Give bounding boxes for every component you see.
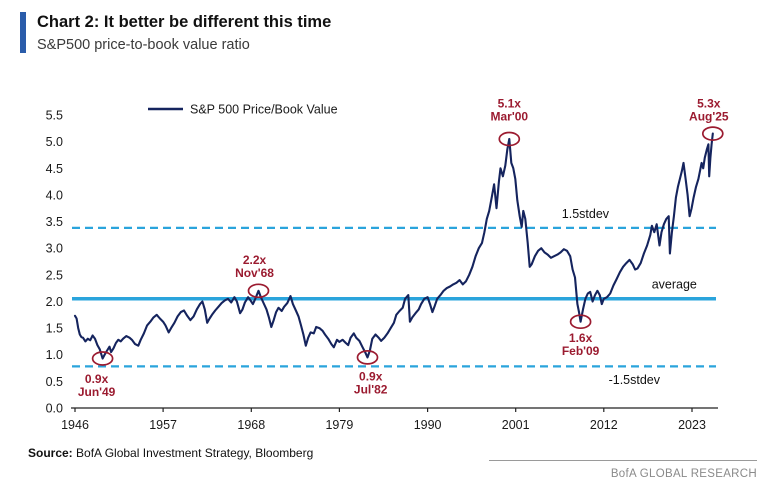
svg-text:Jun'49: Jun'49 <box>78 385 116 399</box>
svg-text:Nov'68: Nov'68 <box>235 266 274 280</box>
svg-text:4.5: 4.5 <box>46 162 63 176</box>
svg-text:1.0: 1.0 <box>46 348 63 362</box>
title-accent-bar <box>20 12 26 54</box>
brand-text: BofA GLOBAL RESEARCH <box>610 468 757 480</box>
svg-text:Aug'25: Aug'25 <box>689 110 729 124</box>
svg-text:5.0: 5.0 <box>46 135 63 149</box>
source-text: BofA Global Investment Strategy, Bloombe… <box>72 446 314 460</box>
svg-text:2.2x: 2.2x <box>243 253 267 267</box>
brand-footer: BofA GLOBAL RESEARCH <box>489 460 757 480</box>
svg-text:1946: 1946 <box>61 418 89 432</box>
svg-text:Feb'09: Feb'09 <box>562 344 600 358</box>
svg-text:1.5stdev: 1.5stdev <box>562 207 610 221</box>
svg-text:5.3x: 5.3x <box>697 97 721 111</box>
svg-text:average: average <box>652 278 697 292</box>
svg-text:3.0: 3.0 <box>46 242 63 256</box>
svg-text:1.5: 1.5 <box>46 322 63 336</box>
source-line: Source: BofA Global Investment Strategy,… <box>28 446 313 460</box>
svg-text:1968: 1968 <box>237 418 265 432</box>
svg-text:-1.5stdev: -1.5stdev <box>609 373 661 387</box>
svg-text:1979: 1979 <box>325 418 353 432</box>
svg-text:5.1x: 5.1x <box>498 97 522 111</box>
chart-header: Chart 2: It better be different this tim… <box>20 12 331 54</box>
svg-text:2023: 2023 <box>678 418 706 432</box>
svg-text:0.9x: 0.9x <box>85 372 109 386</box>
svg-text:4.0: 4.0 <box>46 188 63 202</box>
price-to-book-chart: 1.5stdev average -1.5stdev 1946 1957 1968 1979… <box>46 97 729 432</box>
svg-text:0.5: 0.5 <box>46 375 63 389</box>
svg-text:S&P 500 Price/Book Value: S&P 500 Price/Book Value <box>190 103 338 117</box>
svg-text:5.5: 5.5 <box>46 109 63 123</box>
svg-text:0.0: 0.0 <box>46 402 63 416</box>
svg-text:1957: 1957 <box>149 418 177 432</box>
svg-text:1990: 1990 <box>414 418 442 432</box>
svg-text:2.0: 2.0 <box>46 295 63 309</box>
svg-text:2012: 2012 <box>590 418 618 432</box>
svg-text:3.5: 3.5 <box>46 215 63 229</box>
svg-text:Mar'00: Mar'00 <box>491 110 529 124</box>
chart-title: Chart 2: It better be different this tim… <box>37 13 332 31</box>
title-block: Chart 2: It better be different this tim… <box>37 12 331 53</box>
svg-text:0.9x: 0.9x <box>359 369 383 383</box>
source-label: Source: <box>28 446 73 460</box>
svg-text:Jul'82: Jul'82 <box>354 382 388 396</box>
svg-text:2.5: 2.5 <box>46 268 63 282</box>
chart-subtitle: S&P500 price-to-book value ratio <box>37 37 250 54</box>
svg-text:1.6x: 1.6x <box>569 331 593 345</box>
svg-text:2001: 2001 <box>502 418 530 432</box>
